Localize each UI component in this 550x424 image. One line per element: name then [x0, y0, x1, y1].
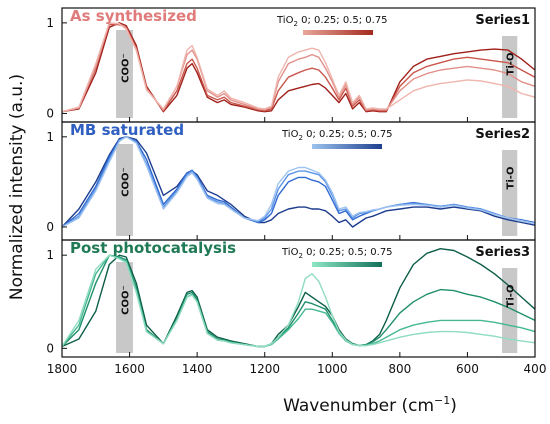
band-label-ti-o: Ti-O — [506, 53, 517, 76]
legend-prefix: TiO — [281, 129, 299, 140]
panel-2-series-1 — [61, 136, 536, 228]
panel-title: As synthesized — [70, 7, 197, 25]
series-label: Series3 — [475, 245, 530, 260]
band-label-ti-o: Ti-O — [506, 285, 517, 308]
x-tick-label: 600 — [456, 362, 479, 376]
x-axis-label-sup: −1 — [434, 394, 450, 407]
x-tick-label: 1600 — [114, 362, 145, 376]
legend-gradient-bar — [312, 262, 382, 267]
x-axis-label-end: ) — [450, 396, 457, 416]
legend-text: TiO2 0; 0.25; 0.5; 0.75 — [281, 129, 393, 142]
legend-sub: 2 — [298, 252, 302, 260]
series-label: Series1 — [475, 13, 530, 28]
panel-3-series-4 — [61, 254, 536, 348]
panel-1: COO⁻ Ti-O 0 1 As synthesized Series1 TiO2 0; 0… — [46, 7, 536, 123]
band-label-coo: COO⁻ — [121, 167, 132, 197]
legend-gradient-bar — [312, 144, 382, 149]
y-tick-label: 1 — [46, 130, 54, 144]
band-ti-o — [502, 150, 518, 236]
band-coo — [116, 262, 133, 353]
legend-prefix: TiO — [276, 15, 294, 26]
band-coo — [116, 30, 133, 118]
band-label-coo: COO⁻ — [121, 53, 132, 83]
panel-frame — [61, 239, 536, 358]
panel-2-series-4 — [61, 136, 536, 228]
legend-gradient-bar — [303, 30, 373, 35]
band-label-ti-o: Ti-O — [506, 167, 517, 190]
panel-1-series-4 — [61, 22, 536, 113]
legend-text: TiO2 0; 0.25; 0.5; 0.75 — [281, 247, 393, 260]
x-tick-label: 1800 — [47, 362, 78, 376]
y-tick-label: 0 — [46, 341, 54, 355]
x-tick-label: 1200 — [249, 362, 280, 376]
legend-sub: 2 — [298, 134, 302, 142]
band-ti-o — [502, 36, 518, 118]
x-tick-label: 1400 — [182, 362, 213, 376]
legend-text: TiO2 0; 0.25; 0.5; 0.75 — [276, 15, 388, 28]
band-label-coo: COO⁻ — [121, 285, 132, 315]
y-tick-label: 0 — [46, 220, 54, 234]
legend-sub: 2 — [293, 20, 297, 28]
legend-prefix: TiO — [281, 247, 299, 258]
x-axis: 1800 1600 1400 1200 1000 800 600 400 — [47, 117, 547, 376]
y-tick-label: 1 — [46, 248, 54, 262]
panel-3: COO⁻ Ti-O 0 1 Post photocatalysis Series3 TiO2… — [46, 239, 536, 358]
legend-values: 0; 0.25; 0.5; 0.75 — [298, 15, 388, 26]
x-axis-label: Wavenumber (cm−1) — [283, 394, 457, 416]
y-tick-label: 1 — [46, 16, 54, 30]
series-label: Series2 — [475, 127, 530, 142]
legend-values: 0; 0.25; 0.5; 0.75 — [303, 247, 393, 258]
x-tick-label: 400 — [524, 362, 547, 376]
y-tick-label: 0 — [46, 106, 54, 120]
x-tick-label: 800 — [388, 362, 411, 376]
panel-title: Post photocatalysis — [70, 239, 236, 257]
y-axis-label: Normalized intensity (a.u.) — [7, 74, 27, 300]
band-coo — [116, 144, 133, 236]
legend-values: 0; 0.25; 0.5; 0.75 — [303, 129, 393, 140]
x-axis-label-main: Wavenumber (cm — [283, 396, 434, 416]
panel-title: MB saturated — [70, 121, 184, 139]
panel-2: COO⁻ Ti-O 0 1 MB saturated Series2 TiO2 0; 0.2… — [46, 121, 536, 241]
x-tick-label: 1000 — [317, 362, 348, 376]
